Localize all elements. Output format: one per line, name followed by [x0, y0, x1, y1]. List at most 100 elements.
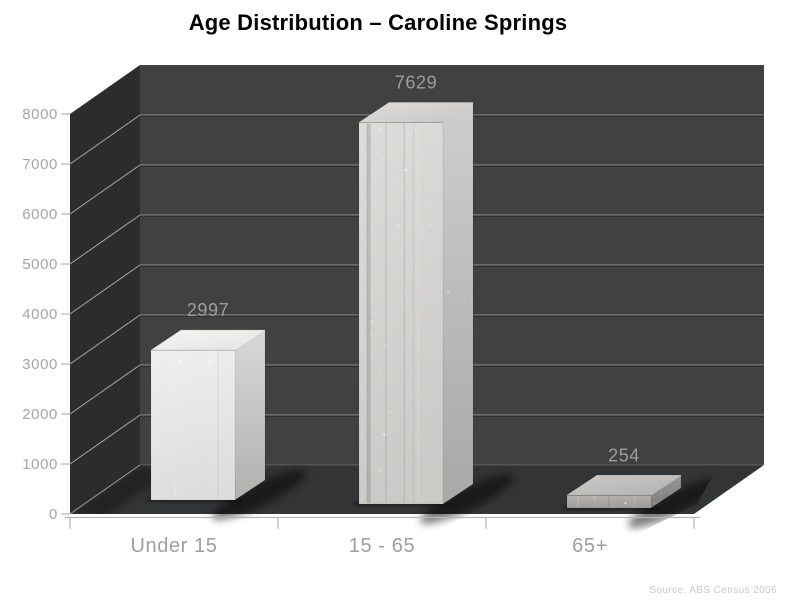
bar-texture-streak [594, 496, 596, 507]
bar-texture-speckle [469, 360, 472, 362]
bar-texture-speckle [251, 373, 254, 376]
bar-texture-speckle [451, 185, 453, 187]
bar-texture-speckle [406, 302, 409, 304]
bar-texture-speckle [232, 363, 235, 365]
bar-texture-speckle [371, 172, 373, 174]
gridline-left-wall [69, 314, 141, 365]
bar-texture-speckle [400, 165, 402, 167]
bar-texture-speckle [373, 312, 376, 315]
bar-texture-speckle [250, 345, 253, 348]
bar-texture-speckle [419, 189, 422, 191]
bar-texture-streak [217, 351, 219, 499]
bar-texture-speckle [388, 375, 390, 377]
y-axis-label: 7000 [22, 156, 58, 173]
bar-texture-speckle [382, 433, 386, 436]
bar-texture-speckle [468, 119, 470, 121]
gridline-left-wall [69, 164, 141, 215]
bar-texture-speckle [156, 441, 159, 444]
bar-texture-speckle [381, 274, 383, 276]
bar-texture-speckle [378, 288, 380, 291]
bar-texture-speckle [465, 445, 467, 447]
bar-texture-streak [366, 123, 369, 504]
bar-value-label: 2997 [187, 300, 229, 320]
bar-texture-speckle [590, 503, 591, 504]
bar-front-face [566, 495, 652, 509]
bar-texture-speckle [370, 320, 373, 323]
y-axis-label: 0 [49, 506, 58, 523]
bar-texture-speckle [396, 201, 399, 203]
bar-cast-shadow [420, 474, 514, 524]
bar-value-label: 254 [608, 445, 640, 465]
bar-texture-speckle [471, 294, 473, 297]
bar-texture-speckle [401, 186, 404, 188]
bar-texture-speckle [197, 391, 199, 394]
bar-texture-speckle [153, 432, 155, 434]
bar-texture-streak [577, 496, 580, 507]
bar-texture-streak [173, 351, 176, 499]
bar-texture-speckle [379, 128, 382, 131]
bar-texture-speckle [448, 237, 450, 239]
bar-texture-speckle [245, 486, 247, 488]
gridline-left-wall [69, 214, 141, 265]
bar-texture-speckle [393, 238, 395, 241]
bar-texture-speckle [660, 492, 662, 494]
bar-texture-speckle [390, 411, 392, 414]
bar-65: 254 [562, 445, 722, 528]
bar-texture-speckle [624, 502, 627, 505]
bar-texture-speckle [379, 370, 382, 372]
bar-texture-speckle [470, 298, 473, 301]
bar-texture-speckle [178, 360, 181, 363]
bar-texture-speckle [397, 223, 400, 227]
bar-texture-speckle [373, 205, 376, 208]
bar-cast-shadow [628, 478, 722, 528]
bar-texture-speckle [202, 427, 204, 430]
bar-texture-speckle [402, 251, 404, 254]
bar-texture-speckle [382, 158, 385, 160]
bar-texture-speckle [407, 133, 410, 136]
bar-texture-speckle [382, 268, 384, 270]
chart-title: Age Distribution – Caroline Springs [188, 10, 568, 35]
bar-texture-speckle [208, 361, 211, 364]
bar-texture-speckle [217, 482, 220, 484]
bar-texture-speckle [221, 418, 224, 421]
bar-texture-speckle [415, 166, 418, 169]
bar-texture-streak [385, 123, 387, 504]
bar-texture-speckle [592, 496, 596, 499]
bar-texture-streak [403, 123, 405, 504]
bar-cast-shadow [212, 470, 306, 520]
bar-15-65: 7629 [354, 73, 514, 524]
bar-texture-speckle [426, 207, 428, 209]
bar-texture-speckle [162, 480, 164, 482]
bar-value-label: 7629 [395, 73, 437, 93]
bar-texture-streak [633, 496, 636, 507]
bar-texture-speckle [412, 462, 414, 464]
bar-texture-speckle [404, 289, 406, 291]
bar-texture-speckle [405, 161, 407, 164]
bar-texture-speckle [187, 369, 189, 370]
bar-texture-speckle [433, 488, 435, 490]
bar-texture-speckle [422, 500, 423, 502]
bar-side-face [234, 329, 266, 501]
y-axis-label: 8000 [22, 106, 58, 123]
bar-texture-speckle [390, 281, 392, 283]
bar-texture-speckle [443, 327, 446, 329]
bar-texture-speckle [428, 276, 430, 279]
bar-texture-speckle [159, 396, 162, 399]
bar-texture-speckle [219, 455, 221, 457]
bar-texture-streak [210, 351, 212, 499]
bar-texture-speckle [394, 258, 397, 261]
bar-texture-streak [412, 123, 415, 504]
bar-texture-speckle [386, 245, 389, 247]
bar-texture-speckle [407, 264, 410, 266]
bar-texture-streak [417, 123, 420, 504]
bar-texture-streak [367, 123, 371, 504]
y-axis-label: 6000 [22, 206, 58, 223]
bar-texture-speckle [447, 290, 450, 293]
bar-texture-speckle [404, 168, 407, 171]
bar-texture-speckle [391, 146, 393, 148]
category-label: Under 15 [130, 535, 217, 557]
bar-texture-speckle [437, 404, 440, 406]
gridline-left-wall [69, 264, 141, 315]
